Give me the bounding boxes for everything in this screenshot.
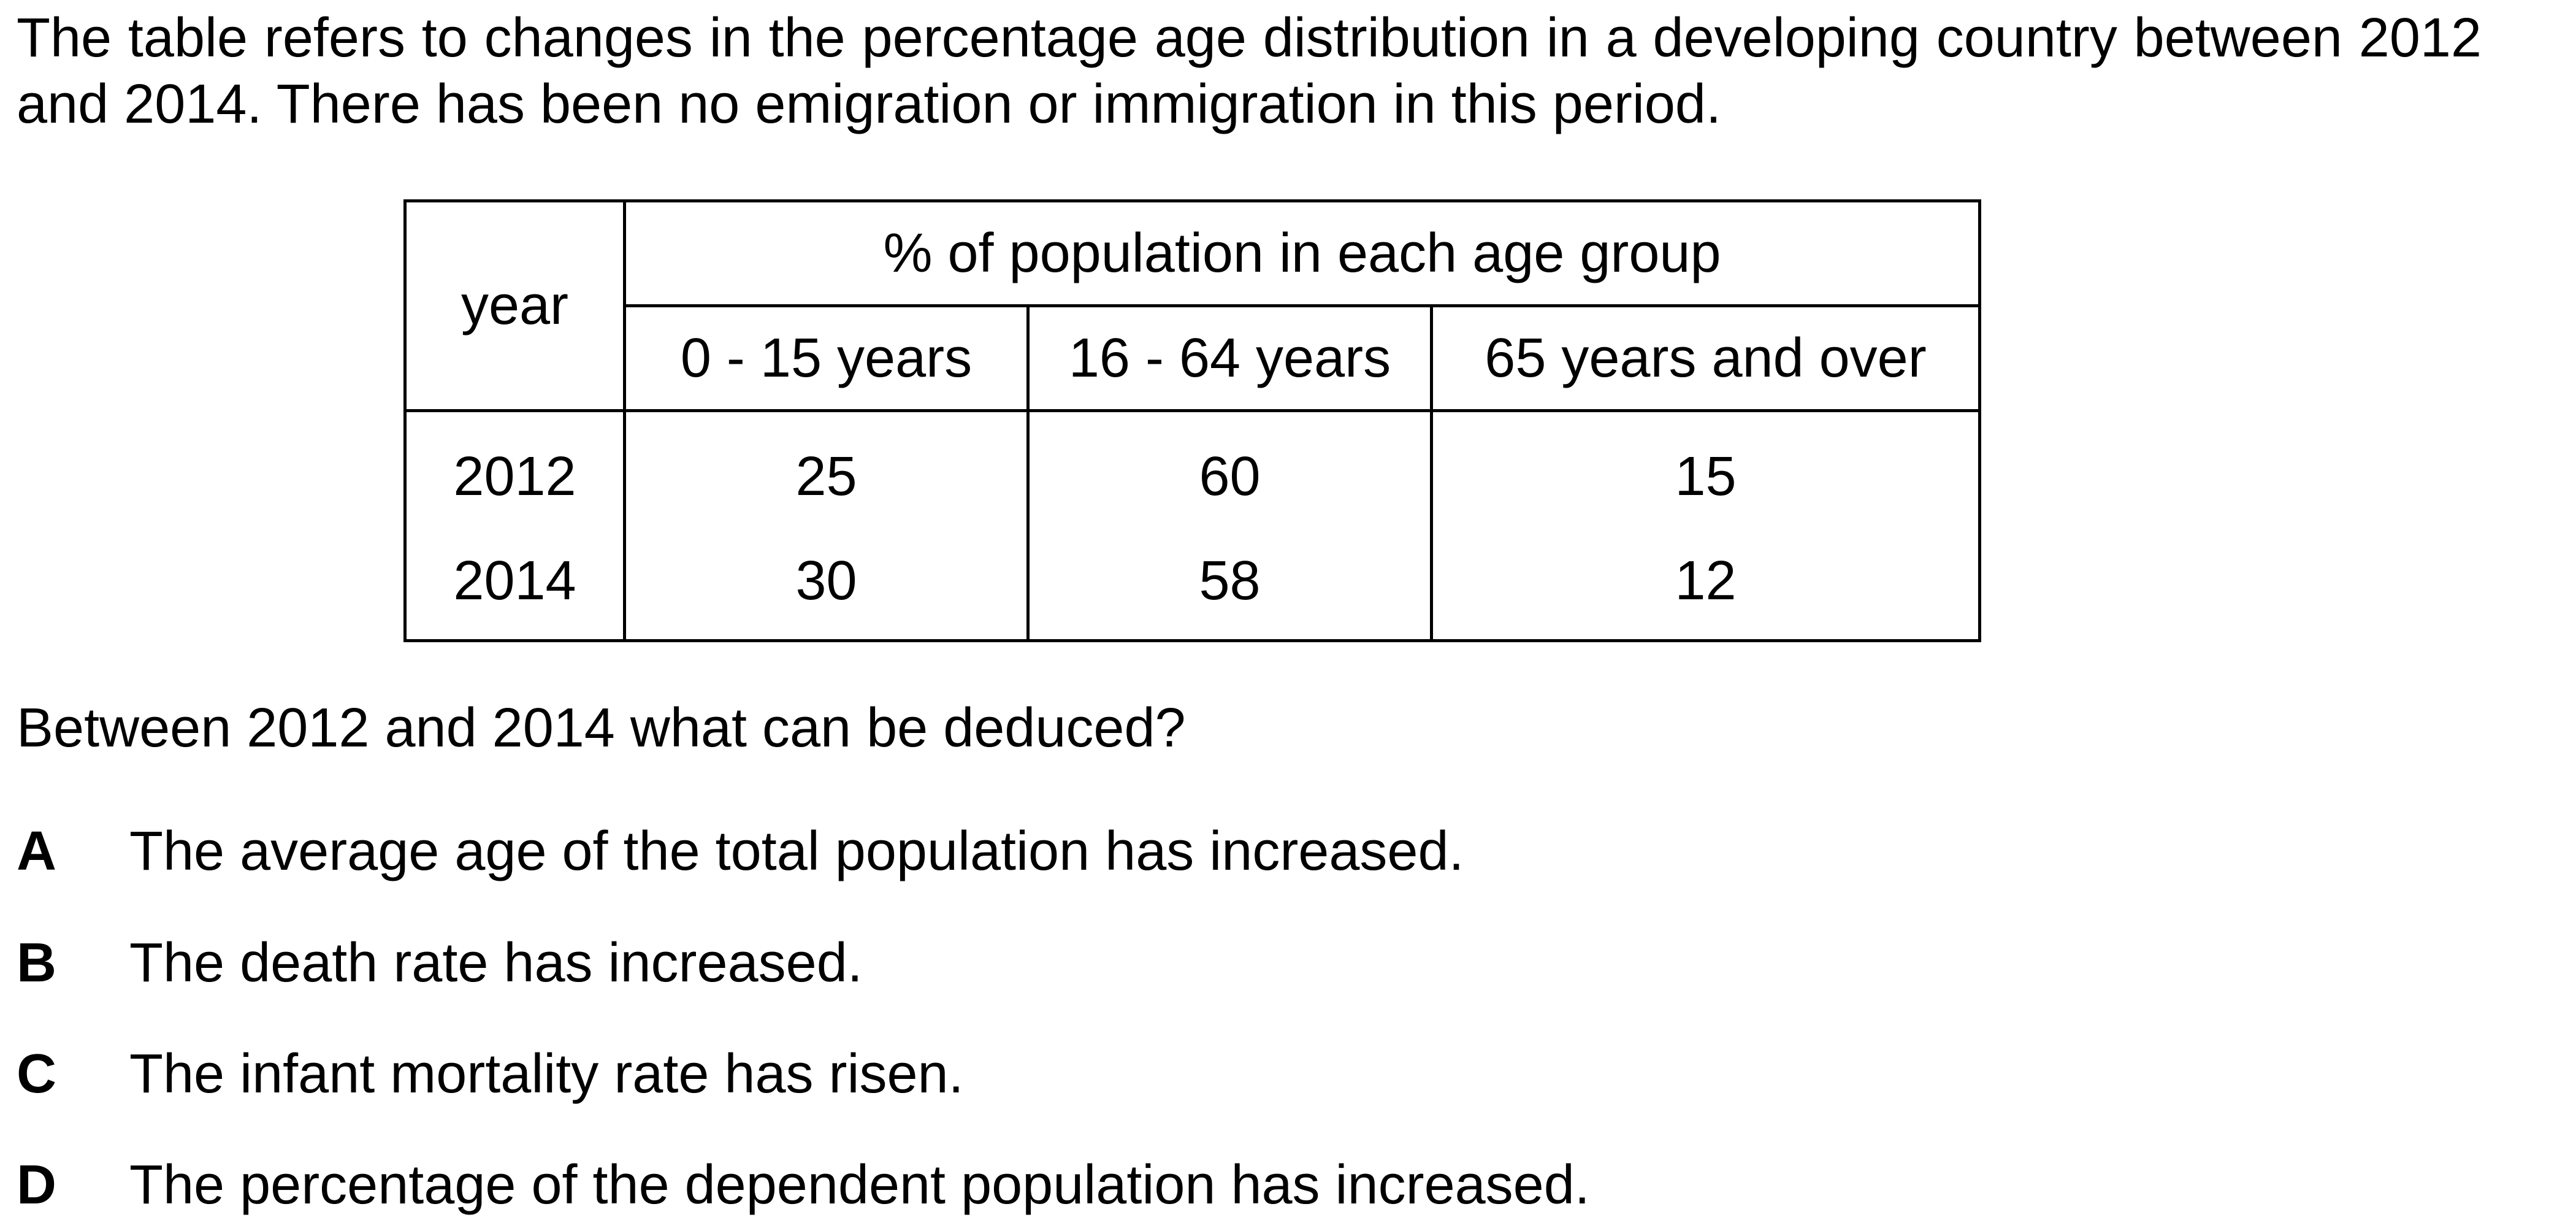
value-cell: 25 <box>623 410 1030 535</box>
option-text: The infant mortality rate has risen. <box>129 1043 964 1105</box>
option-d[interactable]: D The percentage of the dependent popula… <box>17 1152 1590 1218</box>
value-cell: 12 <box>1430 535 1981 642</box>
table-row: 2012 25 60 15 <box>403 410 1981 535</box>
option-b[interactable]: B The death rate has increased. <box>17 930 863 996</box>
option-c[interactable]: C The infant mortality rate has risen. <box>17 1041 964 1107</box>
option-letter: B <box>17 932 56 994</box>
option-text: The death rate has increased. <box>129 932 863 994</box>
year-cell: 2014 <box>403 535 626 642</box>
value-cell: 30 <box>623 535 1030 642</box>
year-cell: 2012 <box>403 410 626 535</box>
age-group-header: % of population in each age group <box>623 199 1981 307</box>
question-text: Between 2012 and 2014 what can be deduce… <box>17 697 1186 759</box>
option-letter: C <box>17 1043 56 1105</box>
age-distribution-table: year % of population in each age group 0… <box>403 199 1981 642</box>
table-row: 2014 30 58 12 <box>403 535 1981 642</box>
option-letter: D <box>17 1154 56 1216</box>
option-a[interactable]: A The average age of the total populatio… <box>17 818 1464 884</box>
value-cell: 60 <box>1026 410 1433 535</box>
year-header: year <box>403 199 626 412</box>
column-header-65-over: 65 years and over <box>1430 305 1981 412</box>
option-text: The average age of the total population … <box>129 821 1464 882</box>
column-header-0-15: 0 - 15 years <box>623 305 1030 412</box>
value-cell: 15 <box>1430 410 1981 535</box>
intro-text: The table refers to changes in the perce… <box>17 7 2482 135</box>
option-text: The percentage of the dependent populati… <box>129 1154 1590 1216</box>
value-cell: 58 <box>1026 535 1433 642</box>
option-letter: A <box>17 821 56 882</box>
column-header-16-64: 16 - 64 years <box>1026 305 1433 412</box>
